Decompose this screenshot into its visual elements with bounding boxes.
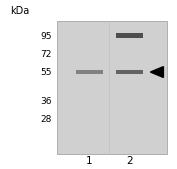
Text: 72: 72: [41, 50, 52, 59]
Text: kDa: kDa: [10, 6, 29, 16]
Text: 2: 2: [126, 156, 133, 166]
Text: 36: 36: [40, 97, 52, 106]
Bar: [116, 33, 143, 38]
Polygon shape: [150, 67, 163, 77]
Bar: [116, 70, 143, 74]
Text: 95: 95: [40, 32, 52, 41]
Bar: [57, 21, 167, 154]
Text: 1: 1: [86, 156, 93, 166]
Text: 55: 55: [40, 68, 52, 77]
Bar: [76, 70, 103, 74]
Text: 28: 28: [41, 115, 52, 124]
